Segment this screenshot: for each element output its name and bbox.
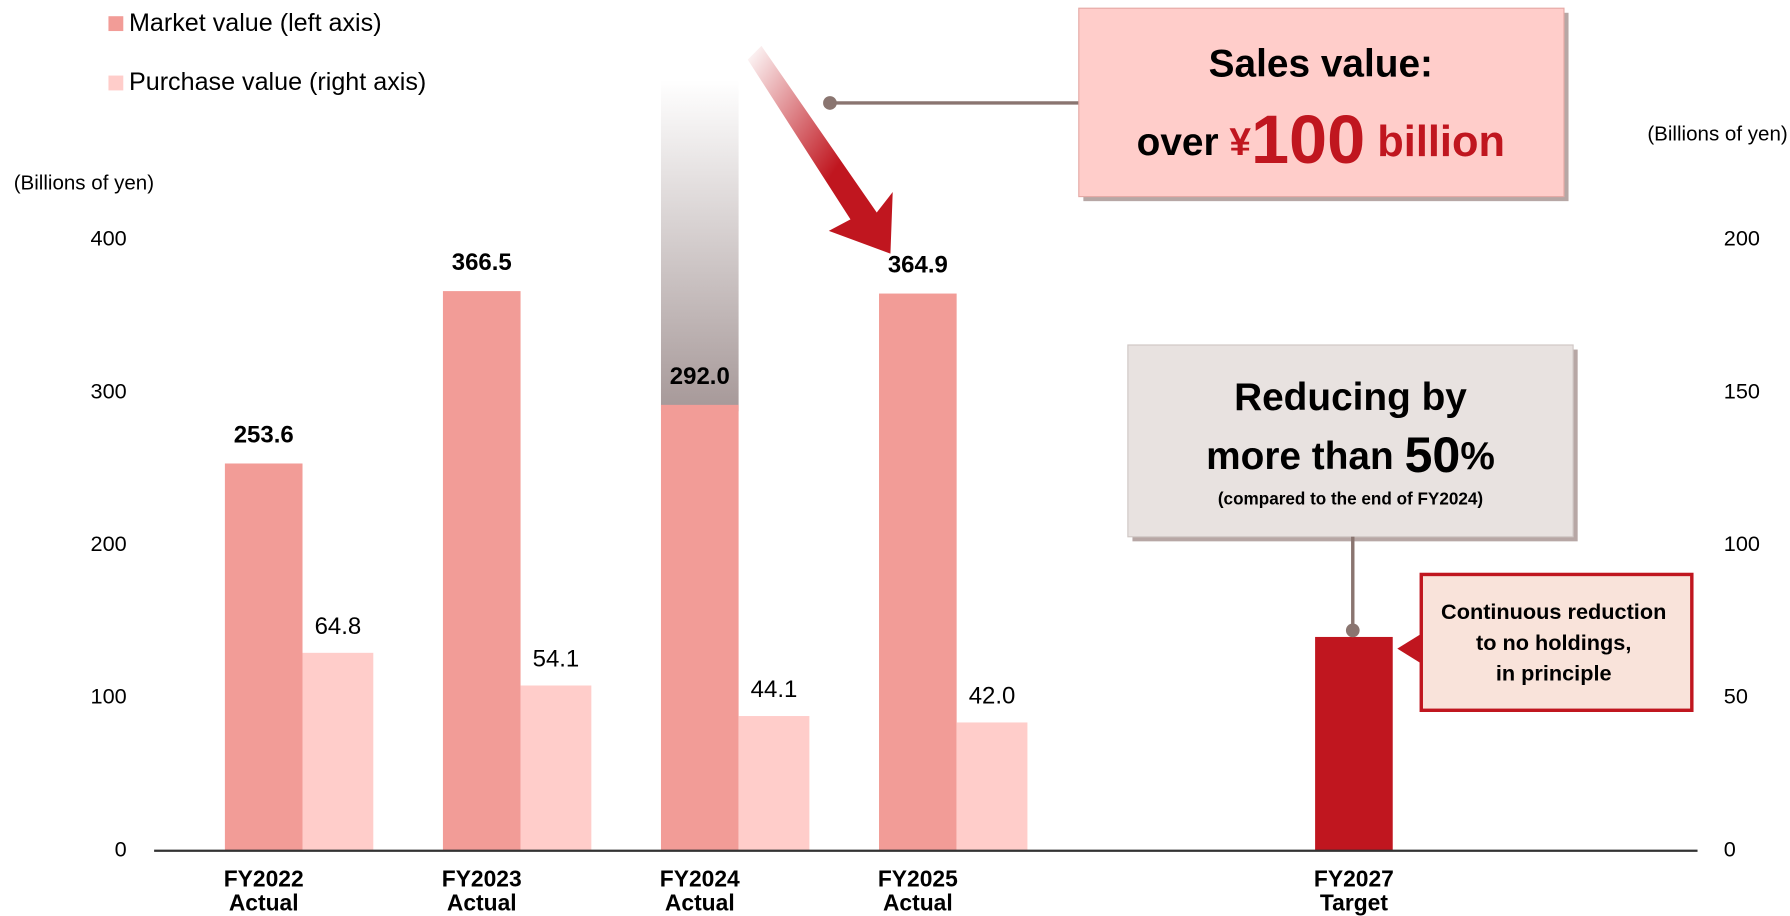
y2-tick-label: 150 [1724,378,1760,403]
reduce-note: (compared to the end of FY2024) [1218,490,1483,509]
sales-num: 100 [1251,101,1365,178]
reduce-unit: % [1460,435,1495,478]
sales-pre: over [1137,121,1230,164]
data-label: 292.0 [670,363,730,390]
data-label: 366.5 [452,249,512,276]
legend-swatch [108,16,124,32]
x-tick-label: Actual [665,889,735,915]
target-text: to no holdings, [1476,630,1631,655]
sales-box [1078,7,1565,198]
x-tick-label: Actual [229,889,299,915]
y-tick-label: 200 [91,531,127,556]
connector-dot [823,96,837,110]
plot: 0100200300400050100150200FY2022Actual253… [91,9,1760,916]
x-tick-label: FY2025 [878,865,958,891]
data-label: 64.8 [315,613,362,640]
highlight-gradient [660,80,739,412]
bar [660,404,739,851]
reduce-pre: more than [1206,435,1404,478]
legend-label: Purchase value (right axis) [129,68,426,96]
reduce-value: more than 50% [1206,427,1495,483]
y2-axis-label: (Billions of yen) [1647,122,1787,145]
data-label: 253.6 [234,421,294,448]
target-text: Continuous reduction [1441,599,1666,624]
y2-tick-label: 50 [1724,684,1748,709]
x-tick-label: FY2024 [660,865,740,891]
arrow [747,45,893,254]
target-pointer [1397,633,1422,664]
y-tick-label: 400 [91,226,127,251]
x-tick-label: FY2027 [1314,865,1394,891]
y2-tick-label: 0 [1724,836,1736,861]
data-label: 54.1 [533,646,580,673]
bar [442,291,521,851]
sales-yen: ¥ [1229,121,1251,164]
bar [956,722,1028,851]
y2-tick-label: 200 [1724,226,1760,251]
y-axis-label: (Billions of yen) [14,171,154,194]
bar [1315,636,1393,851]
x-tick-label: Actual [883,889,953,915]
legend-swatch [108,75,124,91]
reduce-box [1127,344,1574,538]
sales-value: over ¥100 billion [1137,101,1505,178]
sales-unit: billion [1365,119,1505,167]
x-tick-label: FY2023 [442,865,522,891]
x-tick-label: Target [1320,889,1388,915]
bar [520,685,592,851]
reduce-title: Reducing by [1234,376,1467,419]
target-text: in principle [1496,661,1612,686]
bar [879,293,957,851]
sales-title: Sales value: [1209,43,1433,86]
connector-dot [1345,623,1360,638]
reduce-num: 50 [1404,427,1460,483]
y-tick-label: 0 [115,836,127,861]
y-tick-label: 300 [91,378,127,403]
bar [224,463,303,851]
legend-label: Market value (left axis) [129,9,382,37]
data-label: 364.9 [888,251,948,278]
y-tick-label: 100 [91,684,127,709]
data-label: 44.1 [751,676,798,703]
bar [302,652,374,851]
y2-tick-label: 100 [1724,531,1760,556]
x-tick-label: Actual [447,889,517,915]
x-tick-label: FY2022 [224,865,304,891]
data-label: 42.0 [969,683,1016,710]
bar [738,716,810,851]
